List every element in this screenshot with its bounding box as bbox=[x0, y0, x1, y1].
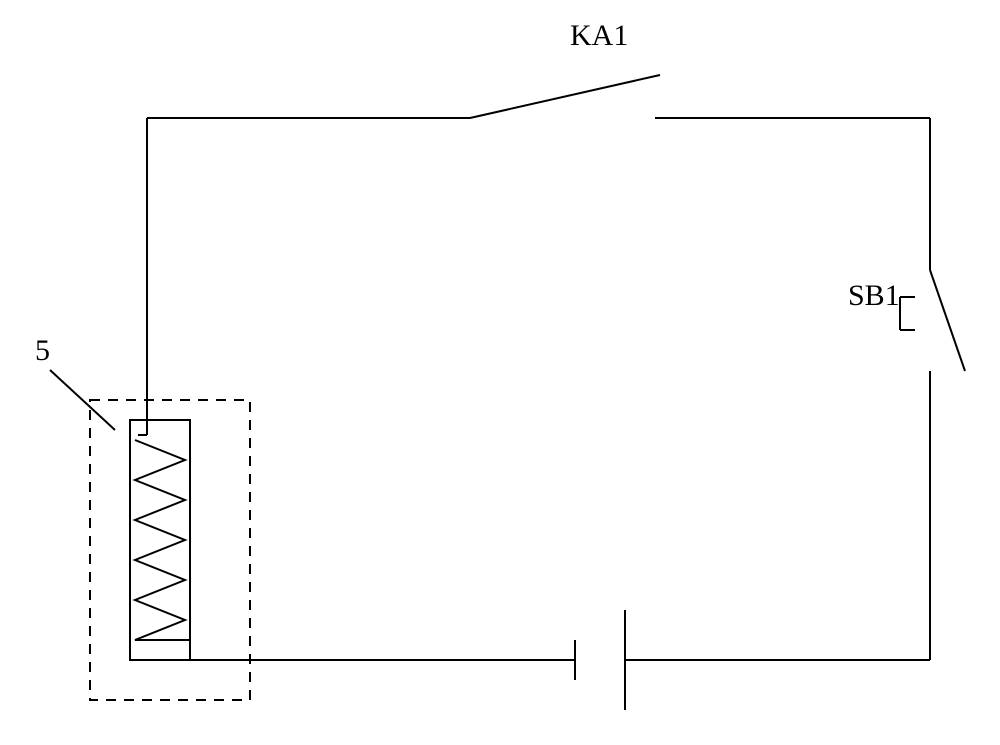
sb1-contact-arm bbox=[930, 270, 965, 371]
ka1-label: KA1 bbox=[570, 19, 628, 52]
coil-body bbox=[130, 420, 190, 660]
ref5-label: 5 bbox=[35, 334, 50, 367]
coil-dashed-box bbox=[90, 400, 250, 700]
sb1-label: SB1 bbox=[848, 279, 900, 312]
ref5-leader bbox=[50, 370, 115, 430]
ka1-contact-arm bbox=[470, 75, 660, 118]
coil-winding bbox=[135, 440, 190, 640]
